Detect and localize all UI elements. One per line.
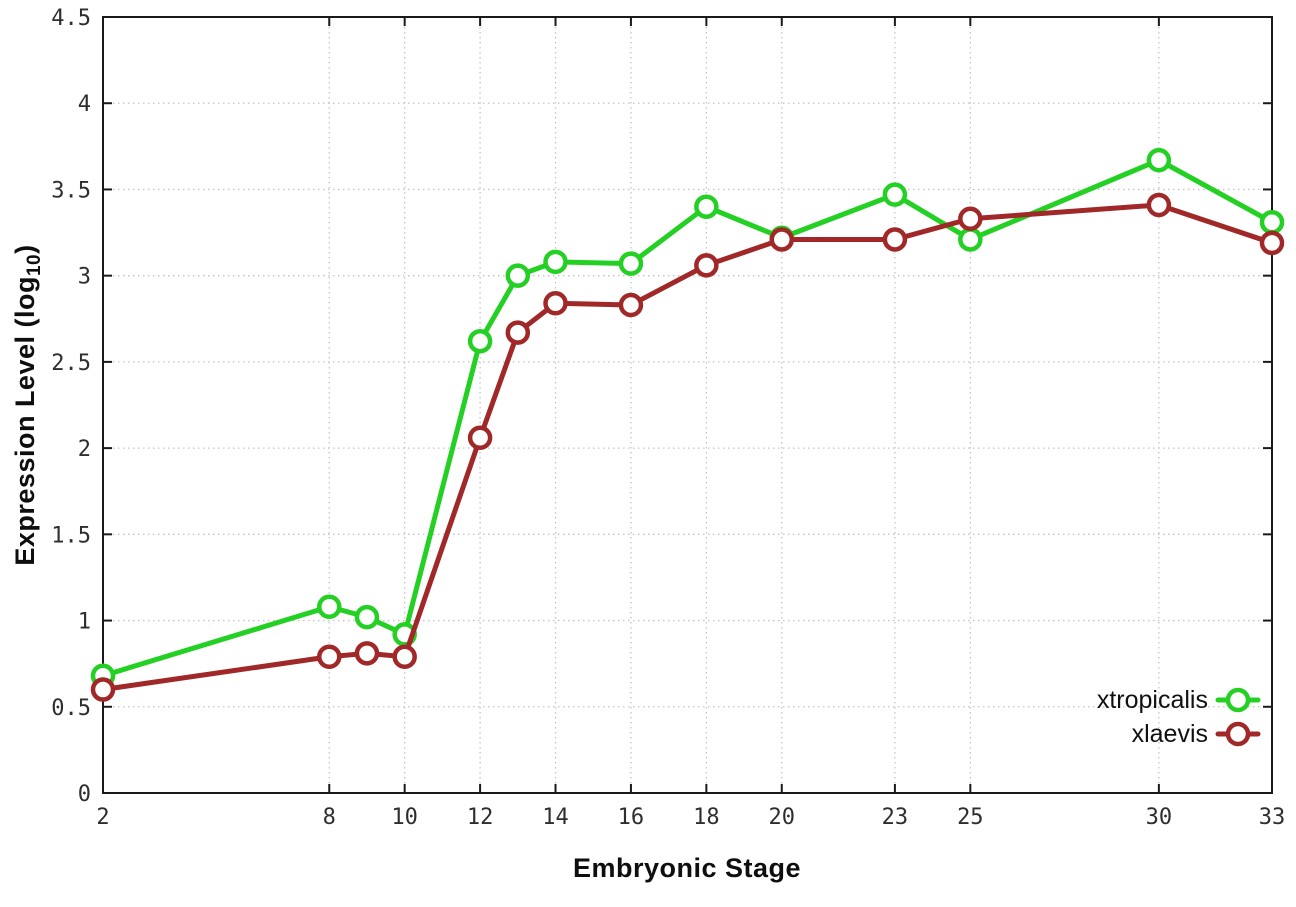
x-tick-labels: 2 8 10 12 14 16 18 20 23 25 30 33 [96,805,1285,830]
data-point-xtropicalis-9 [354,604,380,630]
data-point-xlaevis-13 [505,320,531,345]
data-point-xlaevis-23 [882,227,908,252]
data-point-xtropicalis-25 [958,227,983,252]
x-tick-label: 25 [957,805,984,830]
data-point-xtropicalis-16 [618,251,644,276]
series-markers-xlaevis [90,192,1285,702]
legend-sample-marker-xtropicalis [1225,687,1251,713]
x-tick-label: 10 [391,805,418,830]
data-point-xlaevis-2 [90,677,116,702]
data-point-xlaevis-12 [467,425,493,451]
data-point-xlaevis-14 [543,291,568,316]
x-axis-title: Embryonic Stage [572,853,802,883]
y-tick-label: 2.5 [51,351,91,376]
series-line-xlaevis [100,202,1275,693]
y-tick-label: 4 [78,92,91,117]
x-tick-label: 30 [1146,805,1173,830]
data-point-xtropicalis-14 [543,249,568,275]
y-tick-label: 1.5 [51,523,91,548]
x-tick-label: 8 [323,805,336,830]
y-axis-title-subscript: 10 [24,253,46,277]
series-line-xtropicalis [100,157,1275,679]
data-point-xtropicalis-33 [1259,209,1285,235]
y-tick-label: 3.5 [51,178,91,203]
x-tick-label: 16 [618,805,645,830]
data-point-xlaevis-33 [1259,230,1285,256]
x-tick-label: 33 [1259,805,1286,830]
tick-marks [102,16,1273,794]
legend-sample-marker-xlaevis [1225,721,1251,747]
legend-label-xtropicalis: xtropicalis [1097,686,1208,714]
y-tick-label: 0.5 [51,696,91,721]
x-tick-label: 14 [542,805,569,830]
y-axis-title-text: Expression Level (log [9,276,40,566]
y-tick-labels: 0 0.5 1 1.5 2 2.5 3 3.5 4 4.5 [51,6,91,807]
gridlines [103,17,1272,793]
x-tick-label: 12 [467,805,494,830]
y-tick-label: 1 [78,610,91,635]
y-tick-label: 2 [78,437,91,462]
data-point-xtropicalis-8 [317,594,342,620]
data-point-xtropicalis-12 [467,328,493,354]
data-point-xlaevis-30 [1146,192,1172,218]
y-tick-label: 4.5 [51,6,91,31]
y-axis-title-suffix: ) [9,244,40,254]
plot-border [102,16,1273,794]
data-point-xlaevis-18 [694,253,719,278]
data-point-xlaevis-20 [769,227,795,252]
legend: xtropicalis xlaevis [1097,686,1261,748]
x-tick-label: 20 [769,805,796,830]
x-tick-label: 23 [882,805,909,830]
data-point-xtropicalis-18 [694,194,719,219]
data-point-xtropicalis-30 [1146,147,1172,173]
data-point-xlaevis-16 [618,292,644,318]
series-markers-xtropicalis [90,147,1285,688]
data-point-xlaevis-10 [392,644,417,670]
legend-label-xlaevis: xlaevis [1132,720,1208,748]
x-tick-label: 18 [693,805,720,830]
data-point-xlaevis-25 [958,206,983,232]
y-tick-label: 0 [78,782,91,807]
x-tick-label: 2 [96,805,109,830]
data-point-xlaevis-8 [317,644,342,670]
data-point-xlaevis-9 [354,641,380,666]
data-point-xtropicalis-23 [882,182,908,207]
y-tick-label: 3 [78,265,91,290]
data-point-xtropicalis-13 [505,263,531,288]
y-axis-title: Expression Level (log10) [10,244,46,565]
